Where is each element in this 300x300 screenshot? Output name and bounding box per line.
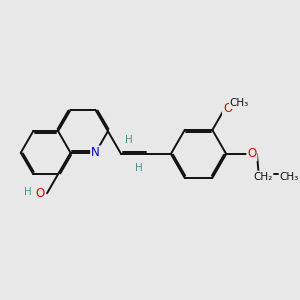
Text: CH₃: CH₃ (280, 172, 299, 182)
Text: H: H (135, 163, 143, 173)
Text: O: O (247, 147, 256, 161)
Text: H: H (125, 135, 133, 145)
Text: CH₃: CH₃ (230, 98, 249, 108)
Text: CH₂: CH₂ (253, 172, 272, 182)
Text: O: O (35, 187, 45, 200)
Text: H: H (24, 187, 32, 197)
Text: N: N (91, 146, 100, 159)
Text: O: O (223, 102, 232, 115)
